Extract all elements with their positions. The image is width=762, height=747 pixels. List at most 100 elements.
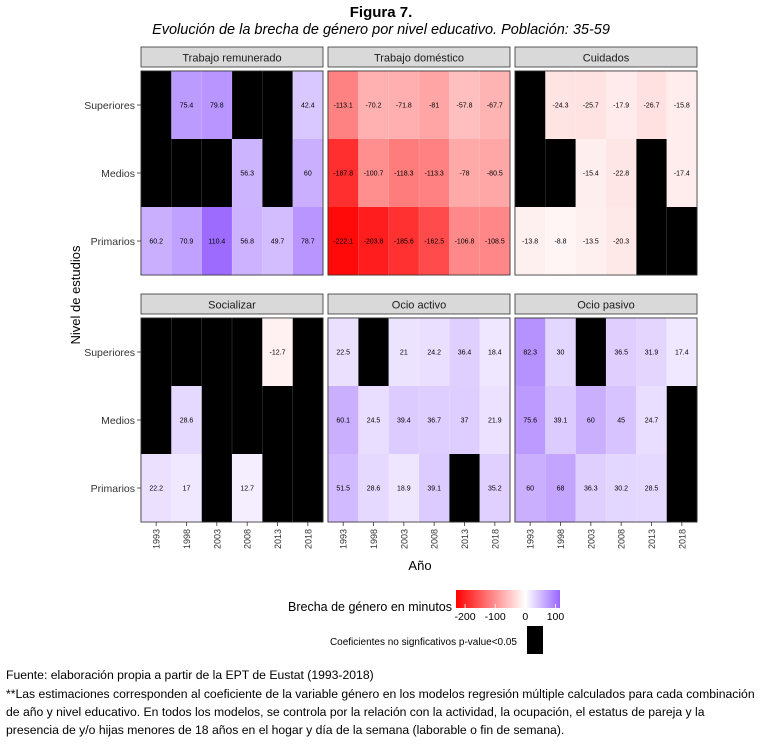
heatmap-cell xyxy=(666,318,698,387)
heatmap-cell xyxy=(515,318,546,387)
heatmap-cell xyxy=(636,454,667,523)
cell-label: 68 xyxy=(557,486,565,493)
cell-label: 17 xyxy=(183,486,191,493)
cell-label: 24.7 xyxy=(645,418,659,425)
heatmap-cell xyxy=(479,318,511,387)
x-tick-label: 1993 xyxy=(526,529,536,549)
heatmap-cell xyxy=(666,386,698,455)
cell-label: -113.3 xyxy=(424,171,443,178)
cell-label: 60.2 xyxy=(149,239,163,246)
cell-label: -81 xyxy=(429,103,439,110)
heatmap-cell xyxy=(666,454,698,523)
panel-title: Socializar xyxy=(208,300,256,312)
heatmap-cell xyxy=(201,139,233,208)
cell-label: -20.3 xyxy=(613,239,629,246)
heatmap-cell xyxy=(201,386,233,455)
cell-label: 56.8 xyxy=(240,239,254,246)
legend-colorbar xyxy=(456,590,560,608)
heatmap-cell xyxy=(545,386,576,455)
cell-label: -70.2 xyxy=(366,103,382,110)
heatmap-cell xyxy=(606,139,637,208)
heatmap-cell xyxy=(141,71,172,140)
cell-label: -106.8 xyxy=(455,239,475,246)
heatmap-cell xyxy=(479,207,511,276)
heatmap-cell xyxy=(141,386,172,455)
heatmap-cell xyxy=(388,207,420,276)
cell-label: 30 xyxy=(557,350,565,357)
heatmap-cell xyxy=(666,207,698,276)
legend-tick-label: 0 xyxy=(522,611,528,623)
cell-label: 51.5 xyxy=(336,486,350,493)
cell-label: 36.5 xyxy=(614,350,628,357)
cell-label: 60 xyxy=(304,171,312,178)
cell-label: 37 xyxy=(461,418,469,425)
panel-border xyxy=(327,70,511,276)
heatmap-cell xyxy=(232,71,263,140)
cell-label: -203.8 xyxy=(364,239,384,246)
heatmap-cell xyxy=(201,454,233,523)
x-tick-label: 2013 xyxy=(647,529,657,549)
heatmap-cell xyxy=(358,71,389,140)
cell-label: 60.1 xyxy=(336,418,350,425)
cell-label: 35.2 xyxy=(488,486,502,493)
methodology-note: **Las estimaciones corresponden al coefi… xyxy=(6,687,755,737)
cell-label: 82.3 xyxy=(523,350,537,357)
cell-label: 28.5 xyxy=(645,486,659,493)
cell-label: -15.8 xyxy=(674,103,690,110)
cell-label: -113.1 xyxy=(333,103,352,110)
heatmap-cell xyxy=(606,318,637,387)
panel-title: Trabajo remunerado xyxy=(182,53,281,65)
cell-label: -118.3 xyxy=(394,171,413,178)
heatmap-cell xyxy=(292,386,324,455)
cell-label: -22.8 xyxy=(613,171,629,178)
cell-label: -78 xyxy=(459,171,469,178)
y-axis-title: Nivel de estudios xyxy=(68,245,83,344)
heatmap-cell xyxy=(575,71,607,140)
heatmap-cell xyxy=(201,207,233,276)
heatmap-cell xyxy=(171,318,202,387)
cell-label: -222.1 xyxy=(333,239,353,246)
x-tick-label: 2003 xyxy=(399,529,409,549)
heatmap-cell xyxy=(666,71,698,140)
cell-label: -24.3 xyxy=(553,103,569,110)
heatmap-cell xyxy=(449,386,480,455)
heatmap-cell xyxy=(515,139,546,208)
cell-label: -100.7 xyxy=(364,171,384,178)
panel-title: Ocio activo xyxy=(392,300,446,312)
cell-label: -12.7 xyxy=(270,350,286,357)
cell-label: 42.4 xyxy=(301,103,315,110)
heatmap-cell xyxy=(292,454,324,523)
panel-strip-ocio-pasivo xyxy=(514,293,698,315)
cell-label: 36.7 xyxy=(427,418,441,425)
cell-label: 60 xyxy=(587,418,595,425)
heatmap-cell xyxy=(171,207,202,276)
heatmap-cell xyxy=(171,71,202,140)
heatmap-cell xyxy=(515,71,546,140)
heatmap-cell xyxy=(479,139,511,208)
heatmap-cell xyxy=(232,454,263,523)
cell-label: 39.4 xyxy=(397,418,411,425)
heatmap-cell xyxy=(358,386,389,455)
cell-label: 12.7 xyxy=(240,486,254,493)
heatmap-cell xyxy=(606,207,637,276)
heatmap-cell xyxy=(388,454,420,523)
heatmap-cell xyxy=(388,318,420,387)
heatmap-cell xyxy=(171,386,202,455)
heatmap-cell xyxy=(606,71,637,140)
heatmap-cell xyxy=(419,207,450,276)
cell-label: 22.2 xyxy=(149,486,163,493)
heatmap-cell xyxy=(479,71,511,140)
heatmap-cell xyxy=(171,454,202,523)
cell-label: -13.8 xyxy=(522,239,538,246)
cell-label: -108.5 xyxy=(485,239,505,246)
figure-subtitle: Evolución de la brecha de género por niv… xyxy=(152,22,610,38)
y-tick-label: Superiores xyxy=(84,100,135,112)
heatmap-cell xyxy=(636,207,667,276)
x-axis-title: Año xyxy=(408,558,431,573)
heatmap-cell xyxy=(141,207,172,276)
cell-label: 21.9 xyxy=(488,418,502,425)
legend-nonsig-label: Coeficientes no signficativos p-value<0.… xyxy=(330,637,517,648)
cell-label: 78.7 xyxy=(301,239,315,246)
heatmap-cell xyxy=(575,318,607,387)
panel-border xyxy=(514,317,698,523)
